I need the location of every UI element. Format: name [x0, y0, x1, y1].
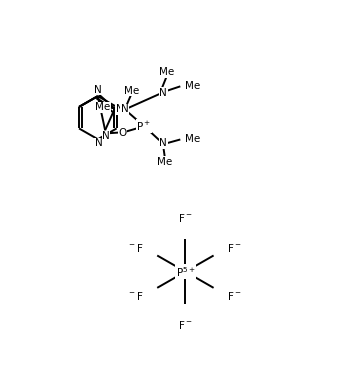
Text: F$^-$: F$^-$	[178, 212, 193, 224]
Text: Me: Me	[157, 157, 173, 167]
Text: $^-$F: $^-$F	[127, 242, 144, 254]
Text: Me: Me	[159, 68, 174, 78]
Text: N: N	[95, 85, 102, 95]
Text: Me: Me	[95, 102, 110, 112]
Text: N: N	[102, 131, 110, 141]
Text: N: N	[116, 104, 123, 114]
Text: P$^{5+}$: P$^{5+}$	[175, 265, 195, 279]
Text: P$^+$: P$^+$	[136, 120, 151, 133]
Text: N: N	[159, 88, 167, 98]
Text: Me: Me	[124, 86, 139, 96]
Text: N: N	[95, 138, 103, 148]
Text: N: N	[121, 105, 129, 114]
Text: Me: Me	[185, 134, 200, 144]
Text: F$^-$: F$^-$	[227, 242, 242, 254]
Text: Me: Me	[185, 81, 200, 91]
Text: F$^-$: F$^-$	[227, 289, 242, 302]
Text: F$^-$: F$^-$	[178, 319, 193, 331]
Text: N: N	[159, 138, 167, 148]
Text: O: O	[118, 128, 126, 138]
Text: $^-$F: $^-$F	[127, 289, 144, 302]
